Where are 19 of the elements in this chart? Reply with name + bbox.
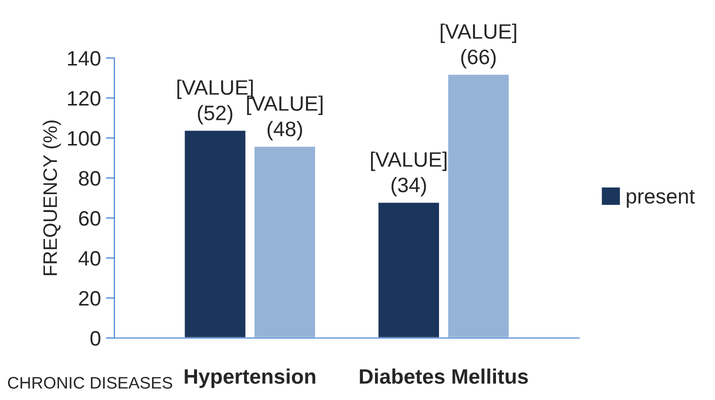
legend-label: present [626, 190, 695, 208]
y-tick-label: 40 [78, 251, 100, 266]
y-tick-label: 80 [78, 171, 100, 186]
bar [183, 129, 247, 338]
y-tick-label: 20 [79, 291, 100, 306]
bar [253, 145, 316, 338]
x-tick-label: Diabetes Mellitus [360, 368, 528, 384]
annotation: [VALUE] (34) [371, 152, 446, 196]
y-tick-label: 140 [68, 51, 100, 66]
x-tick-label: Hypertension [184, 368, 316, 388]
bar [377, 201, 440, 338]
bar [446, 73, 510, 338]
x-axis-title: CHRONIC DISEASES [8, 376, 172, 389]
y-tick-label: 0 [90, 331, 100, 346]
annotation: [VALUE] (66) [440, 24, 516, 68]
y-axis-title: FREQUENCY (%) [42, 120, 61, 276]
y-tick-label: 60 [79, 211, 100, 226]
y-tick-label: 100 [68, 131, 100, 146]
y-tick-label: 120 [68, 91, 100, 106]
